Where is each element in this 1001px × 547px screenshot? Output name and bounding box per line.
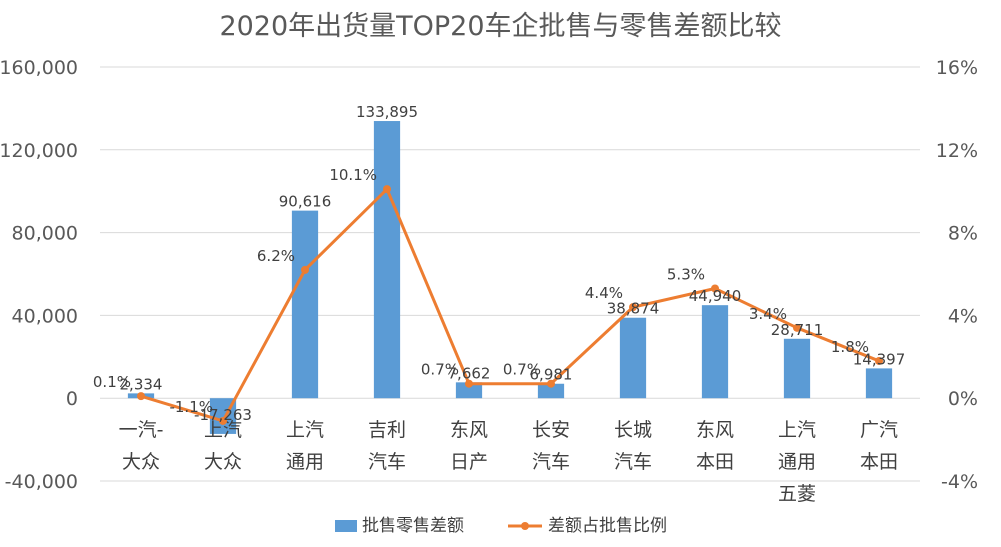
y-left-tick-label: -40,000 <box>5 471 78 493</box>
line-data-label: 1.8% <box>831 338 869 356</box>
line-point <box>137 392 145 401</box>
x-tick-label: 东风 <box>450 419 488 441</box>
x-tick-label: 日产 <box>450 451 488 473</box>
bar-data-label: 90,616 <box>279 193 332 211</box>
x-tick-label: 通用 <box>778 451 816 473</box>
y-right-tick-label: 0% <box>948 388 978 410</box>
bar-data-label: 44,940 <box>689 287 742 305</box>
bar-data-label: 7,662 <box>448 364 491 382</box>
x-tick-label: 大众 <box>204 451 242 473</box>
line-point <box>383 185 391 194</box>
y-left-tick-label: 160,000 <box>0 57 78 79</box>
x-tick-label: 大众 <box>122 451 160 473</box>
bar <box>291 210 319 399</box>
bar <box>455 382 483 399</box>
bar-data-label: 133,895 <box>356 103 418 121</box>
x-tick-label: 上汽 <box>286 419 324 441</box>
x-tick-label: 上汽 <box>204 419 242 441</box>
x-tick-label: 上汽 <box>778 419 816 441</box>
x-tick-label: 本田 <box>696 451 734 473</box>
y-right-tick-label: 8% <box>948 223 978 245</box>
x-tick-label: 汽车 <box>614 451 652 473</box>
series-line <box>140 187 880 423</box>
x-tick-label: 东风 <box>696 419 734 441</box>
chart-title: 2020年出货量TOP20车企批售与零售差额比较 <box>219 11 782 42</box>
x-tick-label: 汽车 <box>368 451 406 473</box>
x-tick-label: 长城 <box>614 419 652 441</box>
line-point <box>793 323 801 332</box>
x-tick-label: 通用 <box>286 451 324 473</box>
x-tick-label: 吉利 <box>368 419 406 441</box>
x-tick-label: 汽车 <box>532 451 570 473</box>
line-data-label: 5.3% <box>667 265 705 283</box>
bar-data-label: 2,334 <box>120 375 163 393</box>
line-data-label: -1.1% <box>169 398 213 416</box>
line-data-label: 10.1% <box>329 166 377 184</box>
line-data-label: 0.7% <box>421 361 459 379</box>
legend-swatch-marker <box>521 522 529 530</box>
bar <box>783 338 811 399</box>
line-point <box>711 284 719 293</box>
bar-data-label: 14,397 <box>853 350 906 368</box>
x-tick-label: 本田 <box>860 451 898 473</box>
y-left-tick-label: 40,000 <box>12 305 78 327</box>
y-right-tick-label: 16% <box>936 57 978 79</box>
line-point <box>629 303 637 312</box>
line-data-label: 0.1% <box>93 373 131 391</box>
legend-label-bars: 批售零售差额 <box>362 516 464 536</box>
x-tick-label: 长安 <box>532 419 570 441</box>
bar-data-label: 38,874 <box>607 300 660 318</box>
y-left-tick-label: 120,000 <box>0 140 78 162</box>
legend-swatch-bars <box>335 520 357 532</box>
line-data-label: 6.2% <box>257 247 295 265</box>
y-right-tick-label: -4% <box>941 471 978 493</box>
line-data-label: 3.4% <box>749 305 787 323</box>
bar-data-label: -17,263 <box>194 406 252 424</box>
bar-data-label: 28,711 <box>771 321 824 339</box>
x-tick-label: 广汽 <box>860 419 898 441</box>
y-right-tick-label: 12% <box>936 140 978 162</box>
line-point <box>219 416 227 425</box>
line-data-label: 4.4% <box>585 284 623 302</box>
line-data-label: 0.7% <box>503 361 541 379</box>
y-right-tick-label: 4% <box>948 305 978 327</box>
line-point <box>465 379 473 388</box>
bar <box>619 317 647 399</box>
bar <box>865 368 893 399</box>
line-point <box>301 265 309 274</box>
bar <box>373 121 401 399</box>
bar <box>701 305 729 399</box>
line-point <box>875 356 883 365</box>
bar <box>537 383 565 399</box>
x-tick-label: 五菱 <box>778 483 816 505</box>
y-left-tick-label: 80,000 <box>12 223 78 245</box>
line-point <box>547 379 555 388</box>
y-left-tick-label: 0 <box>66 388 78 410</box>
x-tick-label: 一汽- <box>119 419 164 441</box>
legend-label-line: 差额占批售比例 <box>548 516 667 536</box>
bar-data-label: 6,981 <box>530 366 573 384</box>
